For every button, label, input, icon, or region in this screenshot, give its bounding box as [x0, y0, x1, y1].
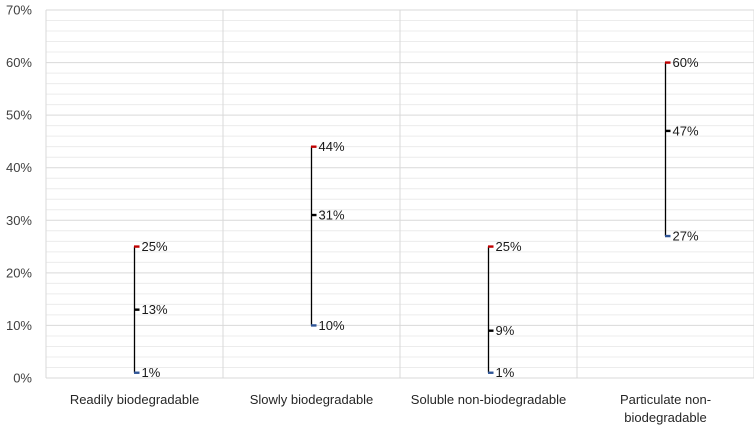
x-category-label: Particulate non-biodegradable	[620, 392, 711, 425]
x-axis: Readily biodegradable Slowly biodegradabl…	[70, 392, 711, 425]
data-label: 27%	[673, 229, 699, 244]
y-tick-label: 30%	[6, 213, 32, 228]
y-tick-label: 50%	[6, 108, 32, 123]
y-tick-label: 70%	[6, 3, 32, 18]
data-label: 60%	[673, 55, 699, 70]
data-label: 47%	[673, 123, 699, 138]
x-category-label: Soluble non-biodegradable	[411, 392, 566, 407]
y-axis: 0% 10% 20% 30% 40% 50% 60% 70%	[6, 3, 32, 386]
y-tick-label: 60%	[6, 55, 32, 70]
y-tick-label: 40%	[6, 160, 32, 175]
data-label: 25%	[496, 239, 522, 254]
y-tick-label: 10%	[6, 318, 32, 333]
data-label: 13%	[142, 302, 168, 317]
x-category-label: Slowly biodegradable	[250, 392, 374, 407]
data-marks: 25% 13% 1% 44% 31% 10% 25% 9% 1% 60% 47% 27%	[133, 55, 699, 380]
data-label: 44%	[319, 139, 345, 154]
data-label: 31%	[319, 208, 345, 223]
data-label: 1%	[496, 365, 515, 380]
y-tick-label: 0%	[13, 371, 32, 386]
x-category-label: Readily biodegradable	[70, 392, 199, 407]
data-label: 9%	[496, 323, 515, 338]
data-label: 1%	[142, 365, 161, 380]
data-label: 25%	[142, 239, 168, 254]
grid	[45, 9, 754, 379]
y-tick-label: 20%	[6, 265, 32, 280]
data-label: 10%	[319, 318, 345, 333]
